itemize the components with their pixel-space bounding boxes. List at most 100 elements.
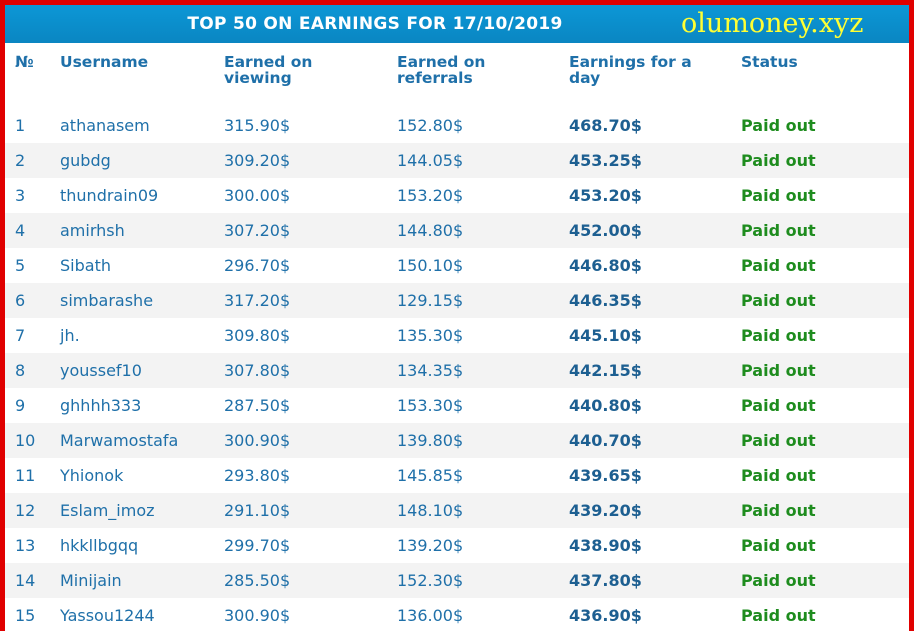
username-link[interactable]: Yassou1244: [60, 598, 224, 633]
username-link[interactable]: Marwamostafa: [60, 423, 224, 458]
site-brand[interactable]: olumoney.xyz: [681, 8, 864, 39]
earnings-table: № Username Earned on viewing Earned on r…: [5, 43, 909, 633]
table-row: 13 hkkllbgqq 299.70$ 139.20$ 438.90$ Paid out: [5, 528, 909, 563]
status-badge: Paid out: [741, 458, 909, 493]
status-badge: Paid out: [741, 598, 909, 633]
earnings-day: 438.90$: [569, 528, 741, 563]
earnings-day: 439.20$: [569, 493, 741, 528]
row-number: 8: [5, 353, 60, 388]
status-badge: Paid out: [741, 318, 909, 353]
table-row: 2 gubdg 309.20$ 144.05$ 453.25$ Paid out: [5, 143, 909, 178]
earned-viewing: 287.50$: [224, 388, 397, 423]
username-link[interactable]: simbarashe: [60, 283, 224, 318]
row-number: 3: [5, 178, 60, 213]
username-link[interactable]: hkkllbgqq: [60, 528, 224, 563]
status-badge: Paid out: [741, 563, 909, 598]
row-number: 12: [5, 493, 60, 528]
earned-referrals: 152.80$: [397, 108, 569, 143]
username-link[interactable]: Sibath: [60, 248, 224, 283]
status-badge: Paid out: [741, 108, 909, 143]
status-badge: Paid out: [741, 493, 909, 528]
table-row: 8 youssef10 307.80$ 134.35$ 442.15$ Paid out: [5, 353, 909, 388]
username-link[interactable]: Minijain: [60, 563, 224, 598]
earned-referrals: 145.85$: [397, 458, 569, 493]
status-badge: Paid out: [741, 283, 909, 318]
earned-referrals: 136.00$: [397, 598, 569, 633]
earned-referrals: 153.30$: [397, 388, 569, 423]
status-badge: Paid out: [741, 178, 909, 213]
status-badge: Paid out: [741, 528, 909, 563]
username-link[interactable]: gubdg: [60, 143, 224, 178]
page-title: TOP 50 ON EARNINGS FOR 17/10/2019: [187, 14, 563, 34]
status-badge: Paid out: [741, 423, 909, 458]
earned-referrals: 144.80$: [397, 213, 569, 248]
earned-referrals: 134.35$: [397, 353, 569, 388]
earnings-day: 440.80$: [569, 388, 741, 423]
earnings-day: 453.25$: [569, 143, 741, 178]
username-link[interactable]: amirhsh: [60, 213, 224, 248]
earnings-day: 437.80$: [569, 563, 741, 598]
username-link[interactable]: Yhionok: [60, 458, 224, 493]
table-row: 7 jh. 309.80$ 135.30$ 445.10$ Paid out: [5, 318, 909, 353]
earnings-day: 468.70$: [569, 108, 741, 143]
username-link[interactable]: jh.: [60, 318, 224, 353]
earned-viewing: 309.20$: [224, 143, 397, 178]
row-number: 11: [5, 458, 60, 493]
row-number: 7: [5, 318, 60, 353]
column-header-earned-referrals: Earned on referrals: [397, 43, 569, 108]
table-row: 15 Yassou1244 300.90$ 136.00$ 436.90$ Paid ou…: [5, 598, 909, 633]
earned-referrals: 139.80$: [397, 423, 569, 458]
column-header-status: Status: [741, 43, 909, 108]
earned-referrals: 139.20$: [397, 528, 569, 563]
earned-referrals: 152.30$: [397, 563, 569, 598]
row-number: 14: [5, 563, 60, 598]
status-badge: Paid out: [741, 388, 909, 423]
earned-viewing: 285.50$: [224, 563, 397, 598]
username-link[interactable]: Eslam_imoz: [60, 493, 224, 528]
earnings-day: 439.65$: [569, 458, 741, 493]
table-body: 1 athanasem 315.90$ 152.80$ 468.70$ Paid out 2…: [5, 108, 909, 633]
earned-viewing: 300.00$: [224, 178, 397, 213]
username-link[interactable]: thundrain09: [60, 178, 224, 213]
earnings-day: 446.80$: [569, 248, 741, 283]
row-number: 6: [5, 283, 60, 318]
earnings-day: 445.10$: [569, 318, 741, 353]
earned-viewing: 299.70$: [224, 528, 397, 563]
row-number: 1: [5, 108, 60, 143]
earned-viewing: 317.20$: [224, 283, 397, 318]
row-number: 10: [5, 423, 60, 458]
earnings-day: 440.70$: [569, 423, 741, 458]
earned-viewing: 293.80$: [224, 458, 397, 493]
earned-viewing: 296.70$: [224, 248, 397, 283]
status-badge: Paid out: [741, 143, 909, 178]
earned-viewing: 309.80$: [224, 318, 397, 353]
column-header-username: Username: [60, 43, 224, 108]
earned-viewing: 315.90$: [224, 108, 397, 143]
earned-viewing: 300.90$: [224, 423, 397, 458]
table-row: 6 simbarashe 317.20$ 129.15$ 446.35$ Paid out: [5, 283, 909, 318]
table-row: 4 amirhsh 307.20$ 144.80$ 452.00$ Paid out: [5, 213, 909, 248]
earned-viewing: 300.90$: [224, 598, 397, 633]
table-row: 14 Minijain 285.50$ 152.30$ 437.80$ Paid out: [5, 563, 909, 598]
table-header-row: № Username Earned on viewing Earned on r…: [5, 43, 909, 108]
column-header-earned-viewing: Earned on viewing: [224, 43, 397, 108]
row-number: 2: [5, 143, 60, 178]
username-link[interactable]: athanasem: [60, 108, 224, 143]
earned-referrals: 150.10$: [397, 248, 569, 283]
table-row: 1 athanasem 315.90$ 152.80$ 468.70$ Paid out: [5, 108, 909, 143]
status-badge: Paid out: [741, 353, 909, 388]
earned-referrals: 129.15$: [397, 283, 569, 318]
earned-viewing: 307.80$: [224, 353, 397, 388]
username-link[interactable]: ghhhh333: [60, 388, 224, 423]
earned-referrals: 148.10$: [397, 493, 569, 528]
column-header-earnings-day: Earnings for a day: [569, 43, 741, 108]
earned-viewing: 307.20$: [224, 213, 397, 248]
earnings-day: 453.20$: [569, 178, 741, 213]
status-badge: Paid out: [741, 213, 909, 248]
table-row: 10 Marwamostafa 300.90$ 139.80$ 440.70$ Paid …: [5, 423, 909, 458]
username-link[interactable]: youssef10: [60, 353, 224, 388]
earned-referrals: 153.20$: [397, 178, 569, 213]
earnings-day: 446.35$: [569, 283, 741, 318]
row-number: 5: [5, 248, 60, 283]
earned-referrals: 144.05$: [397, 143, 569, 178]
